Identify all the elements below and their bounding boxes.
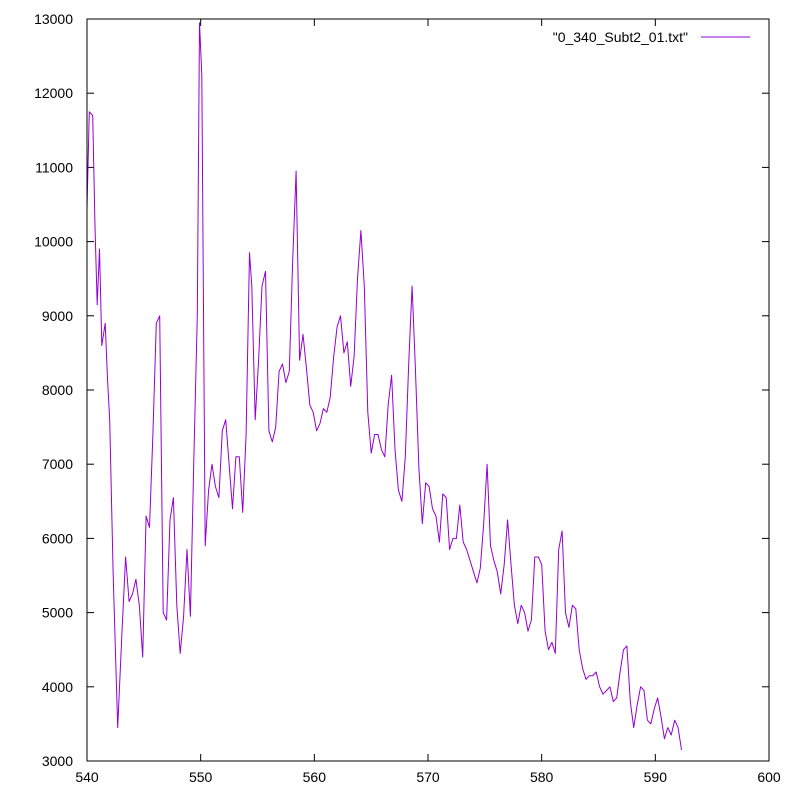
legend: "0_340_Subt2_01.txt" [553,29,750,45]
x-tick-label: 540 [75,769,99,785]
y-tick-label: 7000 [42,456,73,472]
plot-border [86,18,770,762]
y-tick-label: 11000 [35,159,73,175]
y-tick-label: 10000 [34,234,73,250]
x-tick-label: 560 [303,769,327,785]
x-tick-label: 570 [416,769,440,785]
legend-label: "0_340_Subt2_01.txt" [553,29,688,45]
axis-ticks: 3000 4000 5000 6000 7000 8000 9000 10000 11000 12… [34,11,781,785]
y-tick-label: 3000 [42,753,73,769]
x-tick-label: 580 [530,769,554,785]
y-tick-label: 6000 [42,530,73,546]
plot-area [86,22,682,750]
y-tick-label: 12000 [34,85,73,101]
x-tick-label: 550 [189,769,213,785]
y-tick-label: 9000 [42,308,73,324]
y-tick-label: 8000 [42,382,73,398]
x-tick-label: 600 [757,769,781,785]
series-line [86,22,682,750]
y-tick-label: 5000 [42,605,73,621]
y-tick-label: 4000 [42,679,73,695]
x-tick-label: 590 [644,769,668,785]
y-tick-label: 13000 [34,11,73,27]
